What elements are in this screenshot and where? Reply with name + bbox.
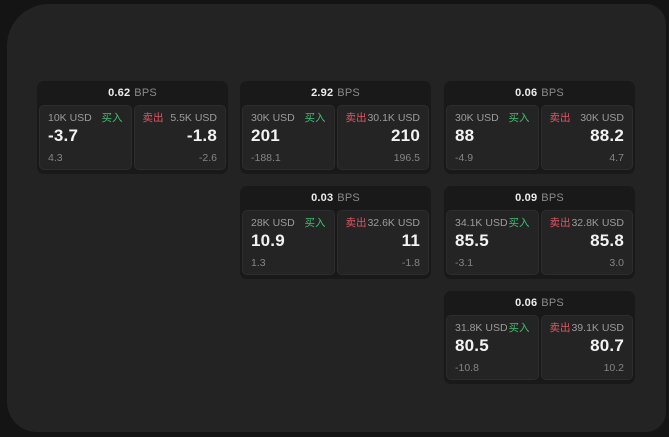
spread-unit: BPS: [541, 297, 564, 309]
spread-unit: BPS: [337, 87, 360, 99]
spread-unit: BPS: [541, 87, 564, 99]
buy-panel[interactable]: 28K USD 买入 10.9 1.3: [242, 210, 335, 275]
sell-tag[interactable]: 卖出: [549, 217, 571, 229]
sell-tag[interactable]: 卖出: [549, 112, 571, 124]
sell-panel[interactable]: 卖出 32.6K USD 11 -1.8: [336, 210, 429, 275]
sell-panel[interactable]: 卖出 30K USD 88.2 4.7: [540, 105, 633, 170]
quote-card[interactable]: 2.92 BPS 30K USD 买入 201 -188.1 卖出 30.1K …: [240, 81, 431, 174]
sell-delta: -1.8: [401, 257, 420, 269]
sell-delta: 4.7: [609, 152, 624, 164]
buy-tag[interactable]: 买入: [101, 112, 123, 124]
sell-delta: -2.6: [198, 152, 217, 164]
sell-tag[interactable]: 卖出: [345, 217, 367, 229]
quote-body: 10K USD 买入 -3.7 4.3 卖出 5.5K USD -1.8 -2.…: [39, 105, 226, 170]
sell-size-label: 32.8K USD: [571, 217, 624, 229]
quote-body: 30K USD 买入 201 -188.1 卖出 30.1K USD 210 1…: [242, 105, 429, 170]
sell-price: 80.7: [590, 336, 624, 355]
sell-delta: 10.2: [603, 362, 624, 374]
buy-tag[interactable]: 买入: [304, 112, 326, 124]
sell-size-label: 30K USD: [580, 112, 624, 124]
spread-header: 0.09 BPS: [444, 186, 635, 210]
spread-header: 0.62 BPS: [37, 81, 228, 105]
spread-value: 0.06: [515, 87, 538, 99]
buy-price: -3.7: [48, 126, 79, 145]
sell-price: 88.2: [590, 126, 624, 145]
buy-tag[interactable]: 买入: [508, 322, 530, 334]
sell-tag[interactable]: 卖出: [345, 112, 367, 124]
buy-size-label: 28K USD: [251, 217, 295, 229]
spread-header: 2.92 BPS: [240, 81, 431, 105]
buy-panel[interactable]: 30K USD 买入 201 -188.1: [242, 105, 335, 170]
sell-tag[interactable]: 卖出: [142, 112, 164, 124]
quote-body: 34.1K USD 买入 85.5 -3.1 卖出 32.8K USD 85.8…: [446, 210, 633, 275]
buy-tag[interactable]: 买入: [508, 217, 530, 229]
quote-card[interactable]: 0.09 BPS 34.1K USD 买入 85.5 -3.1 卖出 32.8K…: [444, 186, 635, 279]
spread-value: 0.03: [311, 192, 334, 204]
quote-body: 31.8K USD 买入 80.5 -10.8 卖出 39.1K USD 80.…: [446, 315, 633, 380]
spread-unit: BPS: [134, 87, 157, 99]
spread-value: 0.62: [108, 87, 131, 99]
sell-price: -1.8: [186, 126, 217, 145]
sell-size-label: 5.5K USD: [170, 112, 217, 124]
quote-card[interactable]: 0.06 BPS 31.8K USD 买入 80.5 -10.8 卖出 39.1…: [444, 291, 635, 384]
buy-panel[interactable]: 10K USD 买入 -3.7 4.3: [39, 105, 132, 170]
quote-card[interactable]: 0.62 BPS 10K USD 买入 -3.7 4.3 卖出 5.5K USD…: [37, 81, 228, 174]
buy-delta: -188.1: [251, 152, 281, 164]
buy-delta: -10.8: [455, 362, 479, 374]
buy-price: 85.5: [455, 231, 489, 250]
quote-body: 30K USD 买入 88 -4.9 卖出 30K USD 88.2 4.7: [446, 105, 633, 170]
buy-size-label: 34.1K USD: [455, 217, 508, 229]
sell-panel[interactable]: 卖出 5.5K USD -1.8 -2.6: [133, 105, 226, 170]
buy-panel[interactable]: 30K USD 买入 88 -4.9: [446, 105, 539, 170]
buy-panel[interactable]: 34.1K USD 买入 85.5 -3.1: [446, 210, 539, 275]
buy-tag[interactable]: 买入: [508, 112, 530, 124]
buy-price: 88: [455, 126, 475, 145]
sell-price: 11: [401, 231, 420, 250]
sell-size-label: 39.1K USD: [571, 322, 624, 334]
sell-tag[interactable]: 卖出: [549, 322, 571, 334]
sell-panel[interactable]: 卖出 30.1K USD 210 196.5: [336, 105, 429, 170]
buy-size-label: 30K USD: [251, 112, 295, 124]
spread-unit: BPS: [337, 192, 360, 204]
buy-size-label: 10K USD: [48, 112, 92, 124]
sell-price: 85.8: [590, 231, 624, 250]
quote-card[interactable]: 0.03 BPS 28K USD 买入 10.9 1.3 卖出 32.6K US…: [240, 186, 431, 279]
spread-value: 2.92: [311, 87, 334, 99]
quote-card[interactable]: 0.06 BPS 30K USD 买入 88 -4.9 卖出 30K USD 8…: [444, 81, 635, 174]
spread-header: 0.06 BPS: [444, 291, 635, 315]
buy-delta: 4.3: [48, 152, 63, 164]
buy-price: 201: [251, 126, 280, 145]
buy-delta: 1.3: [251, 257, 266, 269]
spread-header: 0.03 BPS: [240, 186, 431, 210]
buy-price: 80.5: [455, 336, 489, 355]
sell-panel[interactable]: 卖出 32.8K USD 85.8 3.0: [540, 210, 633, 275]
buy-tag[interactable]: 买入: [304, 217, 326, 229]
sell-delta: 3.0: [609, 257, 624, 269]
buy-panel[interactable]: 31.8K USD 买入 80.5 -10.8: [446, 315, 539, 380]
sell-size-label: 30.1K USD: [367, 112, 420, 124]
sell-panel[interactable]: 卖出 39.1K USD 80.7 10.2: [540, 315, 633, 380]
quote-body: 28K USD 买入 10.9 1.3 卖出 32.6K USD 11 -1.8: [242, 210, 429, 275]
buy-delta: -3.1: [455, 257, 474, 269]
buy-size-label: 31.8K USD: [455, 322, 508, 334]
buy-size-label: 30K USD: [455, 112, 499, 124]
buy-delta: -4.9: [455, 152, 474, 164]
spread-value: 0.06: [515, 297, 538, 309]
spread-header: 0.06 BPS: [444, 81, 635, 105]
sell-delta: 196.5: [393, 152, 420, 164]
spread-value: 0.09: [515, 192, 538, 204]
sell-size-label: 32.6K USD: [367, 217, 420, 229]
sell-price: 210: [391, 126, 420, 145]
spread-unit: BPS: [541, 192, 564, 204]
buy-price: 10.9: [251, 231, 285, 250]
